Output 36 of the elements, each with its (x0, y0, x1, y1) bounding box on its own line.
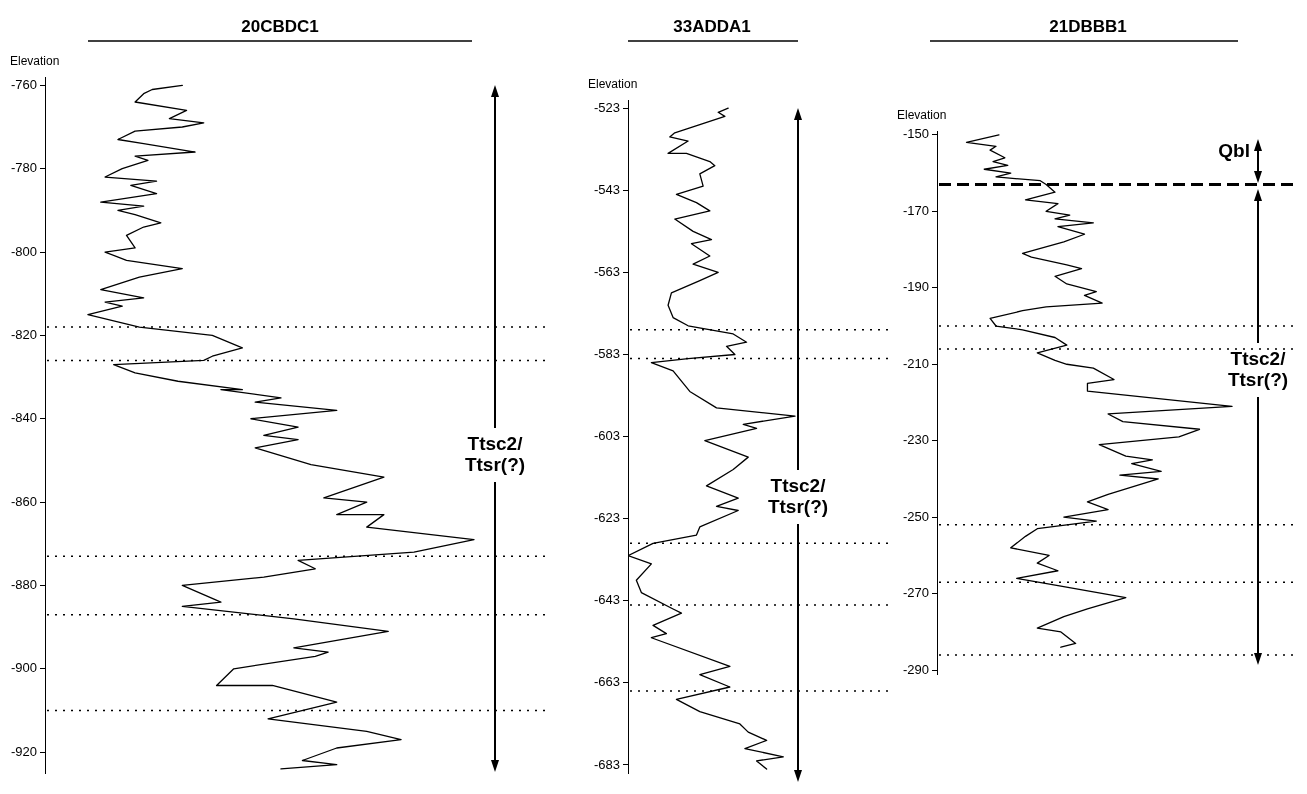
y-tick-label: -170 (902, 202, 929, 218)
y-tick-label: -643 (593, 592, 620, 608)
y-tick-label: -920 (10, 743, 37, 759)
chart-title: 20CBDC1 (241, 17, 319, 36)
annotation: Qbl (1218, 140, 1250, 162)
y-tick-label: -250 (902, 508, 929, 524)
chart-title: 21DBBB1 (1049, 17, 1127, 36)
y-tick-label: -210 (902, 355, 929, 371)
annotation: Ttsc2/Ttsr(?) (1227, 347, 1289, 390)
y-tick-label: -860 (10, 493, 37, 509)
y-tick-label: -523 (593, 99, 620, 115)
y-tick-label: -543 (593, 181, 620, 197)
y-tick-label: -800 (10, 243, 37, 259)
y-tick-label: -230 (902, 432, 929, 448)
y-tick-label: -623 (593, 510, 620, 526)
y-tick-label: -150 (902, 126, 929, 142)
y-tick-label: -190 (902, 279, 929, 295)
y-tick-label: -840 (10, 410, 37, 426)
y-tick-label: -583 (593, 346, 620, 362)
y-axis-title: Elevation (897, 108, 947, 122)
annotation: Ttsc2/Ttsr(?) (767, 474, 829, 517)
y-tick-label: -270 (902, 585, 929, 601)
chart-title: 33ADDA1 (673, 17, 751, 36)
y-axis-title: Elevation (10, 54, 60, 68)
y-tick-label: -290 (902, 661, 929, 677)
y-tick-label: -683 (593, 756, 620, 772)
y-axis-title: Elevation (588, 77, 638, 91)
annotation: Ttsc2/Ttsr(?) (464, 432, 526, 475)
y-tick-label: -780 (10, 160, 37, 176)
y-tick-label: -760 (10, 76, 37, 92)
y-tick-label: -603 (593, 428, 620, 444)
y-tick-label: -663 (593, 674, 620, 690)
y-tick-label: -900 (10, 660, 37, 676)
y-tick-label: -820 (10, 326, 37, 342)
y-tick-label: -563 (593, 263, 620, 279)
y-tick-label: -880 (10, 577, 37, 593)
